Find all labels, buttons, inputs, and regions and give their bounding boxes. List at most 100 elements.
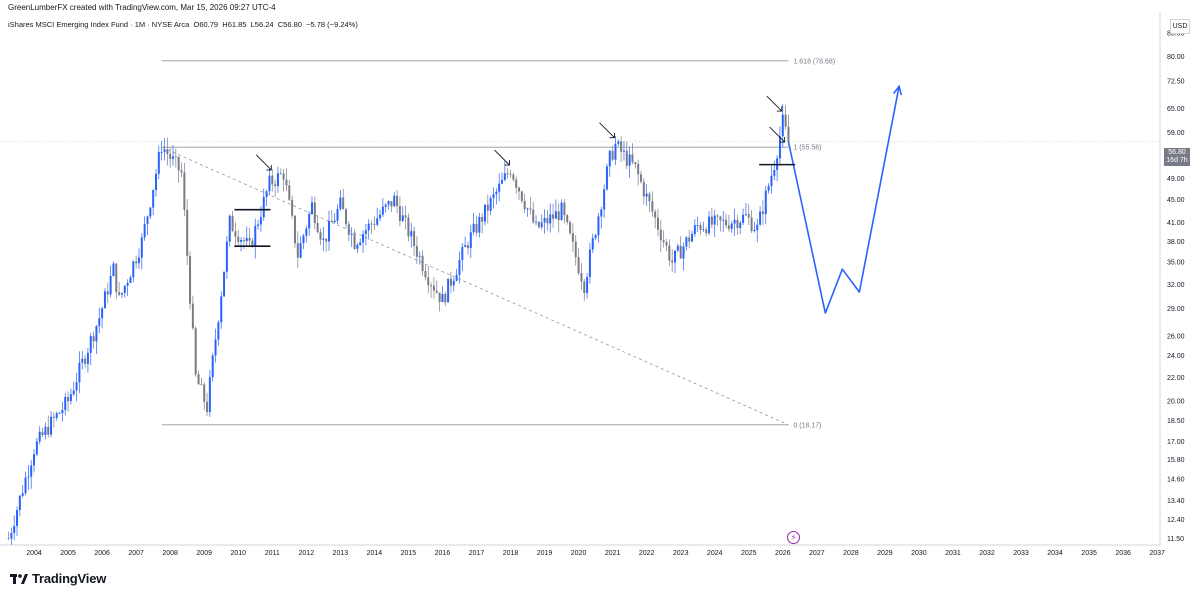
candle-body <box>387 201 390 205</box>
candle-body <box>430 285 433 287</box>
candle-body <box>764 190 767 215</box>
candle-body <box>691 234 694 242</box>
y-tick-label: 18.50 <box>1167 418 1185 425</box>
candle-body <box>580 273 583 282</box>
y-tick-label: 80.00 <box>1167 54 1185 61</box>
candle-body <box>390 201 393 207</box>
candle-body <box>676 245 679 251</box>
candle-body <box>52 416 55 418</box>
candle-body <box>418 255 421 257</box>
x-tick-label: 2015 <box>401 550 417 557</box>
candle-body <box>362 234 365 243</box>
symbol-name: iShares MSCI Emerging Index Fund · 1M · … <box>8 20 190 29</box>
candle-body <box>535 221 538 223</box>
candle-body <box>515 179 518 188</box>
x-tick-label: 2012 <box>299 550 315 557</box>
candle-body <box>452 280 455 286</box>
annotation-arrowhead <box>266 164 272 171</box>
candle-body <box>265 191 268 198</box>
candle-body <box>109 276 112 295</box>
candle-body <box>336 208 339 221</box>
y-tick-label: 13.40 <box>1167 498 1185 505</box>
x-tick-label: 2029 <box>877 550 893 557</box>
candle-body <box>282 173 285 180</box>
ohlc-open: O60.79 <box>193 20 219 29</box>
candle-body <box>532 209 535 223</box>
x-tick-label: 2013 <box>333 550 349 557</box>
candle-body <box>523 200 526 210</box>
candle-body <box>705 229 708 234</box>
y-tick-label: 26.00 <box>1167 333 1185 340</box>
candle-body <box>398 206 401 221</box>
candle-body <box>30 465 33 477</box>
candle-body <box>699 224 702 231</box>
candle-body <box>475 223 478 233</box>
y-tick-label: 20.00 <box>1167 398 1185 405</box>
fib-level-label: 1.618 (78.68) <box>793 58 835 65</box>
symbol-legend[interactable]: iShares MSCI Emerging Index Fund · 1M · … <box>8 20 358 29</box>
candle-body <box>18 495 21 511</box>
candle-body <box>58 413 61 414</box>
candle-body <box>770 175 773 187</box>
x-tick-label: 2008 <box>162 550 178 557</box>
x-tick-label: 2036 <box>1115 550 1131 557</box>
candle-body <box>631 154 634 163</box>
candle-body <box>103 291 106 309</box>
candle-body <box>129 277 132 284</box>
annotation-arrow <box>769 126 785 143</box>
x-tick-label: 2005 <box>60 550 76 557</box>
candle-body <box>86 352 89 364</box>
candle-body <box>257 224 260 226</box>
tradingview-logo[interactable]: TradingView <box>10 571 106 586</box>
candle-body <box>75 382 78 391</box>
candle-body <box>603 189 606 210</box>
candle-body <box>543 217 546 223</box>
x-tick-label: 2037 <box>1149 550 1165 557</box>
candle-body <box>733 219 736 224</box>
projection-arrowhead <box>893 84 903 96</box>
candle-body <box>200 384 203 386</box>
candle-body <box>376 218 379 225</box>
candle-body <box>591 237 594 250</box>
fib-level-label: 0 (18.17) <box>793 422 821 429</box>
candle-body <box>639 174 642 182</box>
candle-body <box>787 126 790 142</box>
candle-body <box>7 538 10 540</box>
candle-body <box>254 225 257 247</box>
candle-body <box>123 285 126 294</box>
candle-body <box>333 220 336 223</box>
candle-body <box>665 242 668 246</box>
candle-body <box>194 328 197 375</box>
candle-body <box>95 326 98 342</box>
candle-body <box>353 233 356 249</box>
candle-body <box>501 179 504 184</box>
x-tick-label: 2019 <box>537 550 553 557</box>
annotation-arrow <box>255 154 272 171</box>
currency-selector[interactable]: USD <box>1170 19 1190 34</box>
y-tick-label: 17.00 <box>1167 439 1185 446</box>
projection-path <box>787 86 900 314</box>
x-tick-label: 2011 <box>265 550 280 557</box>
candle-body <box>461 246 464 261</box>
candle-body <box>21 493 24 496</box>
x-tick-label: 2030 <box>911 550 927 557</box>
candle-body <box>537 221 540 228</box>
candle-body <box>276 173 279 187</box>
candle-body <box>569 222 572 234</box>
y-tick-label: 35.00 <box>1167 260 1185 267</box>
candle-body <box>611 150 614 160</box>
y-tick-label: 32.00 <box>1167 282 1185 289</box>
candle-body <box>137 257 140 264</box>
candle-body <box>120 293 123 295</box>
lightning-icon[interactable]: ⚡ <box>787 531 800 544</box>
candle-body <box>106 291 109 295</box>
candle-body <box>251 240 254 247</box>
candle-body <box>319 232 322 240</box>
candle-body <box>710 216 713 225</box>
candle-body <box>172 156 175 159</box>
candle-body <box>730 223 733 229</box>
candle-body <box>359 242 362 245</box>
tradingview-logo-icon <box>10 573 28 584</box>
y-tick-label: 72.50 <box>1167 79 1185 86</box>
